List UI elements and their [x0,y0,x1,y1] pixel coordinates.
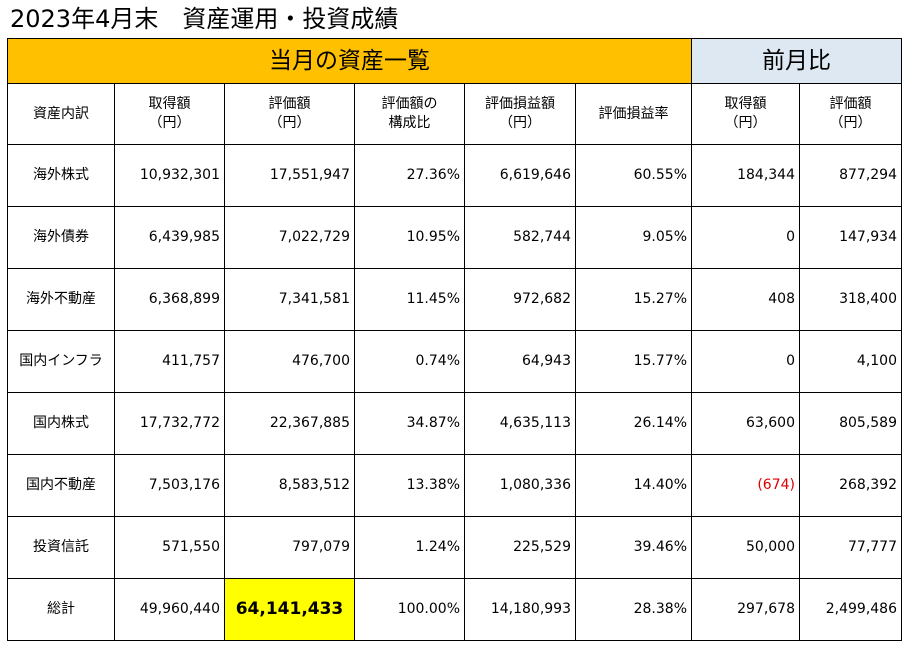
table-row: 投資信託 571,550 797,079 1.24% 225,529 39.46% 50,0… [7,516,902,579]
cell-pl-rate: 14.40% [575,454,692,517]
cell-share: 13.38% [354,454,465,517]
cell-pl-rate: 28.38% [575,578,692,641]
cell-pl: 582,744 [464,206,576,269]
cell-share: 0.74% [354,330,465,393]
asset-table: 当月の資産一覧 前月比 資産内訳 取得額 （円） 評価額 （円） 評価額の 構成比 評… [7,38,902,641]
header-cost: 取得額 （円） [114,83,225,145]
cell-value: 64,141,433 [224,578,355,641]
cell-value: 8,583,512 [224,454,355,517]
cell-cost: 7,503,176 [114,454,225,517]
cell-cost: 411,757 [114,330,225,393]
column-header-row: 資産内訳 取得額 （円） 評価額 （円） 評価額の 構成比 評価損益額 （円） 評価損益… [7,83,902,145]
table-row: 国内株式 17,732,772 22,367,885 34.87% 4,635,113 2… [7,392,902,455]
cell-value: 17,551,947 [224,144,355,207]
table-row: 総計 49,960,440 64,141,433 100.00% 14,180,993 2… [7,578,902,641]
cell-d-cost: 50,000 [691,516,800,579]
cell-d-cost: 297,678 [691,578,800,641]
cell-value: 7,341,581 [224,268,355,331]
prev-month-band: 前月比 [691,38,902,84]
cell-value: 797,079 [224,516,355,579]
cell-d-cost: (674) [691,454,800,517]
cell-d-value: 318,400 [799,268,902,331]
cell-pl-rate: 60.55% [575,144,692,207]
cell-share: 27.36% [354,144,465,207]
cell-share: 34.87% [354,392,465,455]
cell-name: 海外債券 [7,206,115,269]
cell-pl-rate: 26.14% [575,392,692,455]
cell-d-value: 2,499,486 [799,578,902,641]
cell-d-value: 77,777 [799,516,902,579]
cell-name: 投資信託 [7,516,115,579]
cell-d-value: 877,294 [799,144,902,207]
cell-cost: 6,368,899 [114,268,225,331]
cell-share: 1.24% [354,516,465,579]
cell-pl-rate: 39.46% [575,516,692,579]
cell-pl-rate: 9.05% [575,206,692,269]
cell-pl: 14,180,993 [464,578,576,641]
cell-d-cost: 63,600 [691,392,800,455]
cell-name: 国内インフラ [7,330,115,393]
cell-d-cost: 184,344 [691,144,800,207]
cell-cost: 571,550 [114,516,225,579]
cell-share: 10.95% [354,206,465,269]
cell-cost: 17,732,772 [114,392,225,455]
header-pl-rate: 評価損益率 [575,83,692,145]
table-row: 海外債券 6,439,985 7,022,729 10.95% 582,744 9.05%… [7,206,902,269]
header-pl: 評価損益額 （円） [464,83,576,145]
cell-d-cost: 0 [691,206,800,269]
page-title: 2023年4月末 資産運用・投資成績 [10,5,399,33]
cell-pl: 64,943 [464,330,576,393]
cell-name: 国内不動産 [7,454,115,517]
cell-cost: 10,932,301 [114,144,225,207]
cell-pl: 225,529 [464,516,576,579]
cell-pl: 972,682 [464,268,576,331]
cell-pl: 4,635,113 [464,392,576,455]
cell-d-cost: 408 [691,268,800,331]
cell-name: 国内株式 [7,392,115,455]
cell-d-value: 805,589 [799,392,902,455]
cell-d-value: 268,392 [799,454,902,517]
table-row: 海外不動産 6,368,899 7,341,581 11.45% 972,682 15.2… [7,268,902,331]
header-share: 評価額の 構成比 [354,83,465,145]
cell-cost: 49,960,440 [114,578,225,641]
current-month-band: 当月の資産一覧 [7,38,692,84]
cell-pl-rate: 15.77% [575,330,692,393]
cell-pl: 1,080,336 [464,454,576,517]
table-row: 国内インフラ 411,757 476,700 0.74% 64,943 15.77% 0 4,… [7,330,902,393]
header-delta-cost: 取得額 （円） [691,83,800,145]
cell-value: 476,700 [224,330,355,393]
cell-d-value: 4,100 [799,330,902,393]
cell-d-value: 147,934 [799,206,902,269]
header-delta-value: 評価額 （円） [799,83,902,145]
cell-name: 海外株式 [7,144,115,207]
cell-share: 100.00% [354,578,465,641]
cell-name: 海外不動産 [7,268,115,331]
table-row: 国内不動産 7,503,176 8,583,512 13.38% 1,080,336 14… [7,454,902,517]
table-row: 海外株式 10,932,301 17,551,947 27.36% 6,619,646 6… [7,144,902,207]
header-breakdown: 資産内訳 [7,83,115,145]
cell-value: 7,022,729 [224,206,355,269]
cell-name: 総計 [7,578,115,641]
cell-pl: 6,619,646 [464,144,576,207]
cell-share: 11.45% [354,268,465,331]
header-value: 評価額 （円） [224,83,355,145]
cell-cost: 6,439,985 [114,206,225,269]
cell-pl-rate: 15.27% [575,268,692,331]
cell-value: 22,367,885 [224,392,355,455]
cell-d-cost: 0 [691,330,800,393]
